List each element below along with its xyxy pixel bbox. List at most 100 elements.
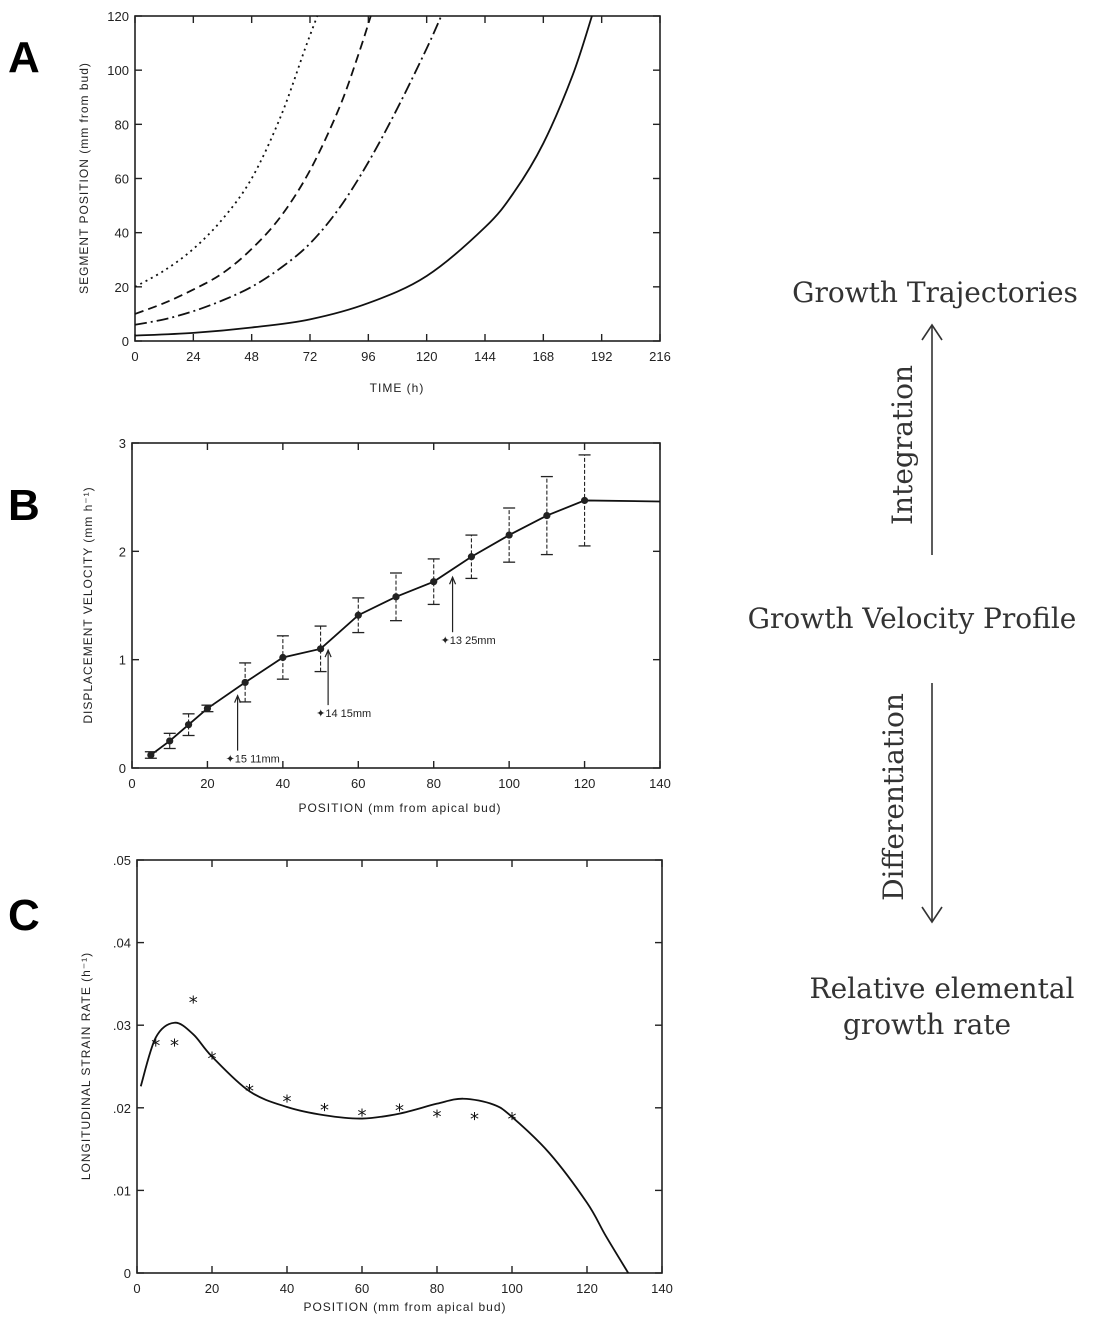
- y-tick-label: .01: [113, 1183, 131, 1198]
- chart-c-xlabel: POSITION (mm from apical bud): [303, 1300, 506, 1314]
- chart-c-ylabel: LONGITUDINAL STRAIN RATE (h⁻¹): [79, 952, 93, 1180]
- x-tick-label: 72: [303, 349, 317, 364]
- y-tick-label: 0: [124, 1266, 131, 1281]
- x-tick-label: 192: [591, 349, 613, 364]
- velocity-line: [150, 499, 661, 756]
- x-tick-label: 60: [351, 776, 365, 791]
- velocity-point: [354, 611, 362, 619]
- velocity-point: [147, 751, 155, 759]
- strain-rate-point: *: [170, 1035, 179, 1056]
- differentiation-arrow-head-icon: [921, 906, 943, 924]
- velocity-point: [166, 737, 174, 745]
- strain-rate-point: *: [433, 1106, 442, 1127]
- y-tick-label: 100: [107, 63, 129, 78]
- chart-a-growth-trajectories: 0 24 48 72 96 120 144 168 192 216020406080100120 …: [77, 9, 671, 395]
- y-tick-label: 0: [119, 761, 126, 776]
- x-tick-label: 40: [280, 1281, 294, 1296]
- strain-rate-point: *: [189, 992, 198, 1013]
- y-tick-label: .03: [113, 1018, 131, 1033]
- y-tick-label: 2: [119, 544, 126, 559]
- x-tick-label: 140: [649, 776, 671, 791]
- y-tick-label: .04: [113, 936, 131, 951]
- side-label-growth-rate: growth rate: [843, 1008, 1011, 1041]
- side-label-growth-trajectories: Growth Trajectories: [792, 276, 1078, 309]
- x-tick-label: 168: [532, 349, 554, 364]
- velocity-point: [392, 593, 400, 601]
- panel-letter-c: C: [8, 891, 40, 940]
- chart-b-annotations: ✦15 11mm ✦14 15mm ✦13 25mm: [226, 575, 496, 766]
- strain-rate-point: *: [320, 1100, 329, 1121]
- annotation-arrow-head-icon: [234, 694, 242, 703]
- y-tick-label: 40: [115, 226, 129, 241]
- y-tick-label: 1: [119, 653, 126, 668]
- x-tick-label: 96: [361, 349, 375, 364]
- x-tick-label: 140: [651, 1281, 673, 1296]
- strain-rate-point: *: [208, 1049, 217, 1070]
- y-tick-label: 3: [119, 436, 126, 451]
- y-tick-label: .05: [113, 853, 131, 868]
- chart-b-frame: [131, 442, 661, 769]
- chart-b-xlabel: POSITION (mm from apical bud): [298, 801, 501, 815]
- chart-b-ylabel: DISPLACEMENT VELOCITY (mm h⁻¹): [81, 486, 95, 723]
- x-tick-label: 80: [430, 1281, 444, 1296]
- chart-c-ticks: 0 20 40 60 80 100 120 140 0 .01 .02 .03 .04 .05: [113, 853, 673, 1296]
- x-tick-label: 40: [276, 776, 290, 791]
- velocity-point: [430, 578, 438, 586]
- velocity-point: [467, 553, 476, 561]
- y-tick-label: 80: [115, 117, 129, 132]
- y-tick-label: 20: [115, 280, 129, 295]
- strain-rate-point: *: [151, 1035, 160, 1056]
- chart-b-ticks: 0 20 40 60 80 100 120 140 0 1 2 3: [119, 436, 671, 791]
- side-diagram: Growth Trajectories Integration Growth V…: [748, 276, 1078, 1041]
- y-tick-label: .02: [113, 1101, 131, 1116]
- velocity-point: [543, 511, 551, 520]
- velocity-point: [316, 645, 325, 653]
- chart-c-frame: [136, 859, 663, 1274]
- x-tick-label: 144: [474, 349, 496, 364]
- velocity-point: [241, 678, 249, 687]
- chart-a-ticks: 0 24 48 72 96 120 144 168 192 216 0 20 40 60 80 100 120: [107, 9, 671, 364]
- y-tick-label: 60: [115, 172, 129, 187]
- x-tick-label: 20: [205, 1281, 219, 1296]
- side-label-integration: Integration: [886, 365, 919, 525]
- strain-rate-point: *: [358, 1106, 367, 1127]
- velocity-point: [184, 721, 193, 729]
- x-tick-label: 80: [426, 776, 440, 791]
- trajectory-line-dashed: [134, 15, 372, 315]
- x-tick-label: 20: [200, 776, 214, 791]
- panel-letter-a: A: [8, 33, 40, 82]
- side-label-differentiation: Differentiation: [877, 693, 910, 901]
- y-tick-label: 0: [122, 334, 129, 349]
- x-tick-label: 0: [133, 1281, 140, 1296]
- velocity-point: [580, 496, 589, 505]
- strain-rate-point: *: [245, 1081, 254, 1102]
- annotation-arrow-head-icon: [449, 575, 457, 585]
- x-tick-label: 120: [416, 349, 438, 364]
- x-tick-label: 100: [498, 776, 520, 791]
- x-tick-label: 120: [576, 1281, 598, 1296]
- y-tick-label: 120: [107, 9, 129, 24]
- annotation-label: ✦15 11mm: [226, 754, 280, 766]
- x-tick-label: 60: [355, 1281, 369, 1296]
- annotation-arrow-head-icon: [324, 648, 332, 658]
- x-tick-label: 216: [649, 349, 671, 364]
- strain-rate-point: *: [470, 1109, 479, 1130]
- chart-a-xlabel: TIME (h): [370, 381, 425, 395]
- annotation-label: ✦13 25mm: [441, 635, 496, 647]
- strain-rate-point: *: [395, 1101, 404, 1122]
- integration-arrow-head-icon: [921, 323, 943, 341]
- annotation-label: ✦14 15mm: [316, 708, 371, 720]
- x-tick-label: 0: [128, 776, 135, 791]
- velocity-point: [279, 653, 287, 662]
- trajectory-line-dotted: [134, 15, 319, 288]
- x-tick-label: 100: [501, 1281, 523, 1296]
- strain-rate-point: *: [283, 1092, 292, 1113]
- velocity-point: [505, 531, 513, 539]
- chart-b-series: [144, 454, 661, 759]
- side-label-velocity-profile: Growth Velocity Profile: [748, 602, 1077, 635]
- chart-c-strain-rate: 0 20 40 60 80 100 120 140 0 .01 .02 .03 .04 .05 * * * * *…: [79, 853, 673, 1314]
- x-tick-label: 120: [574, 776, 596, 791]
- x-tick-label: 0: [131, 349, 138, 364]
